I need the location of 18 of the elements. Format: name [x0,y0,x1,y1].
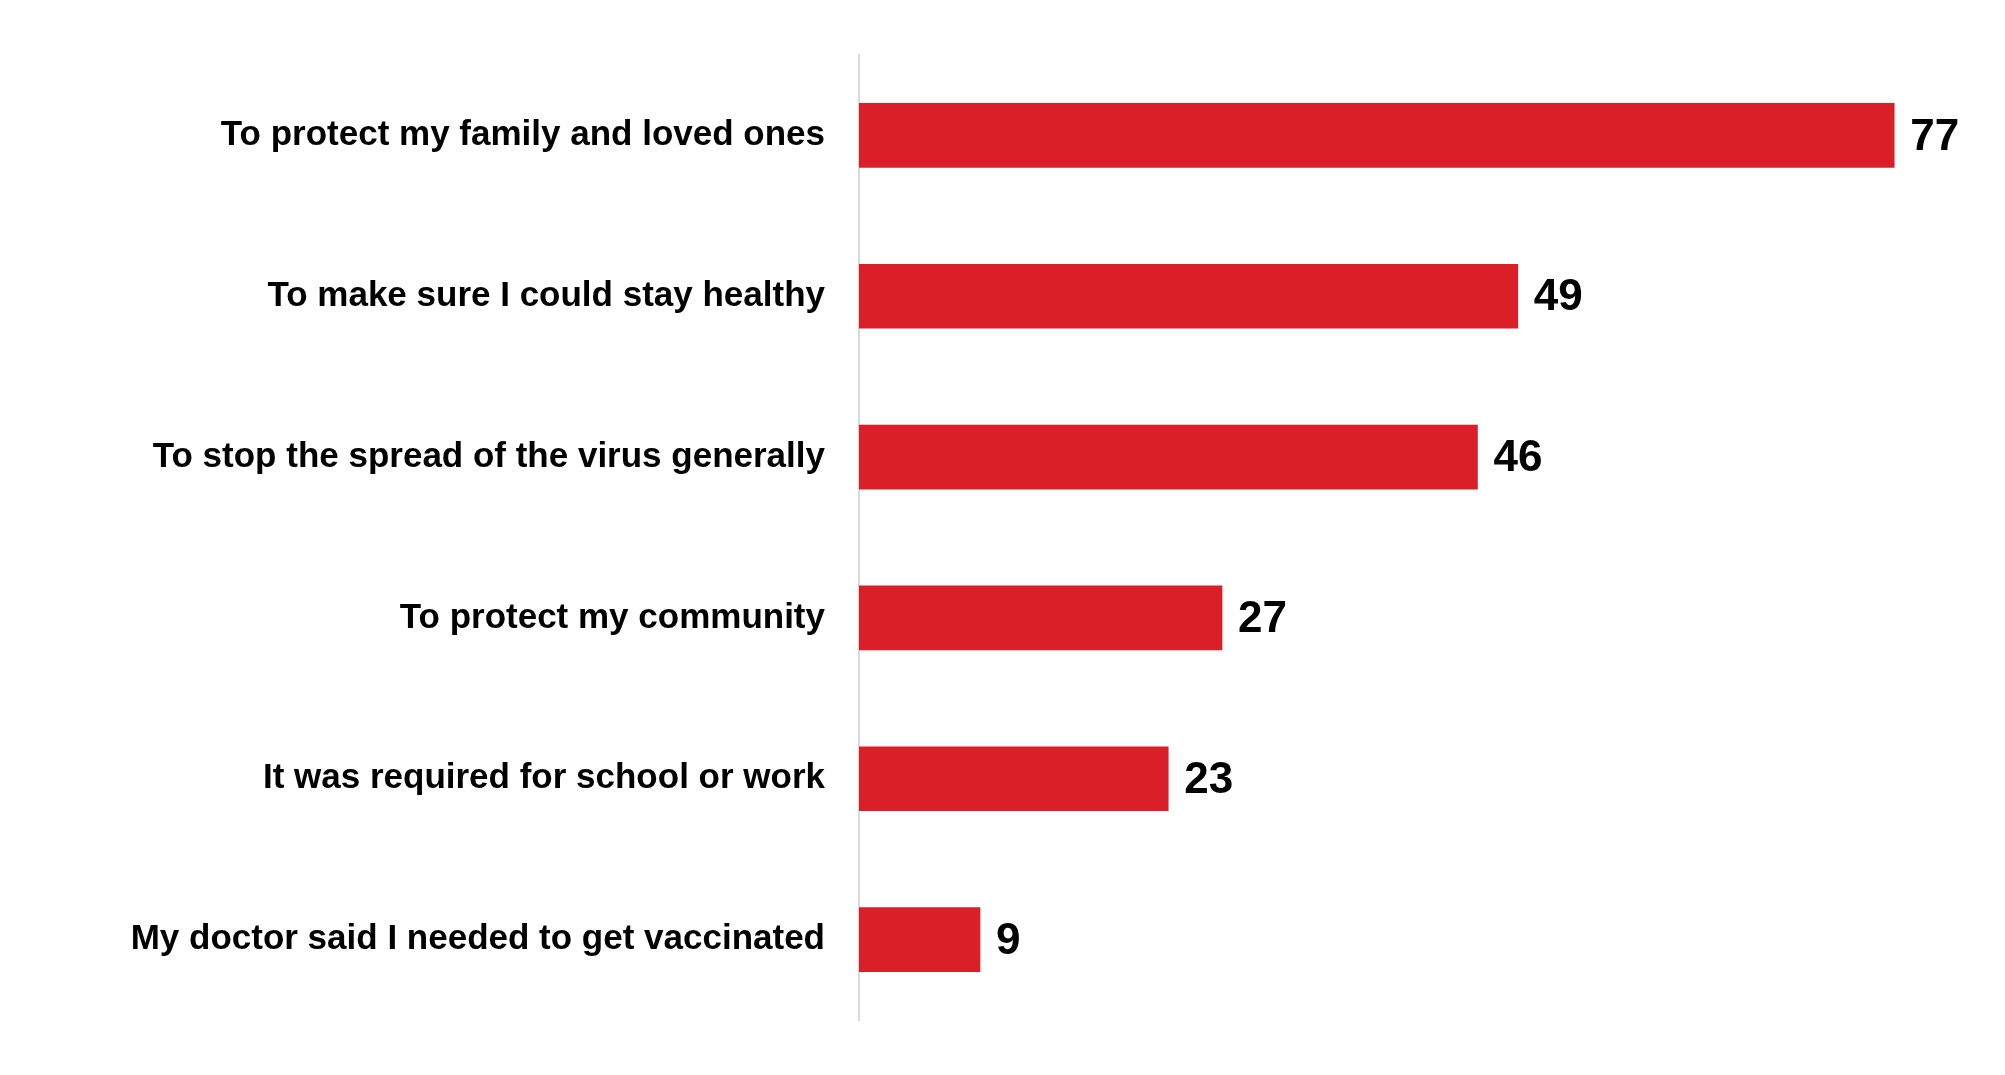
bar [859,907,981,972]
y-tick-label: To stop the spread of the virus generally [152,434,826,474]
y-tick-label: My doctor said I needed to get vaccinated [130,917,825,957]
data-label: 23 [1184,752,1234,802]
bar [859,585,1223,651]
bar [859,746,1169,812]
y-tick-label: To make sure I could stay healthy [267,273,826,313]
data-label: 77 [1910,109,1960,159]
bar [859,103,1895,168]
bar [859,263,1519,329]
y-tick-label: To protect my community [399,595,826,635]
data-label: 46 [1493,431,1543,481]
bar [859,424,1478,490]
y-tick-label: It was required for school or work [262,756,826,796]
data-label: 9 [996,913,1021,963]
data-label: 27 [1238,592,1287,642]
y-tick-label: To protect my family and loved ones [220,113,825,153]
data-label: 49 [1533,270,1583,320]
